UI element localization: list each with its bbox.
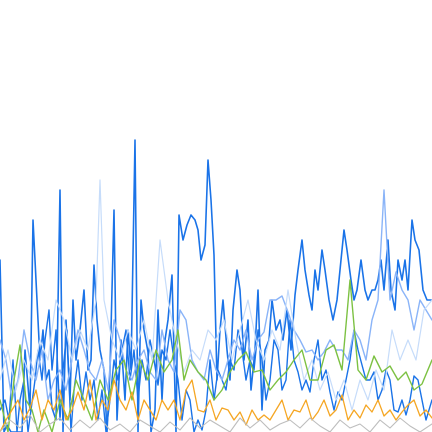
series-line-5 [0, 279, 432, 432]
series-line-7 [0, 414, 432, 432]
series-line-4 [0, 179, 432, 411]
plot-area [0, 139, 432, 432]
series-line-6 [0, 379, 432, 432]
series-line-2 [0, 309, 432, 432]
